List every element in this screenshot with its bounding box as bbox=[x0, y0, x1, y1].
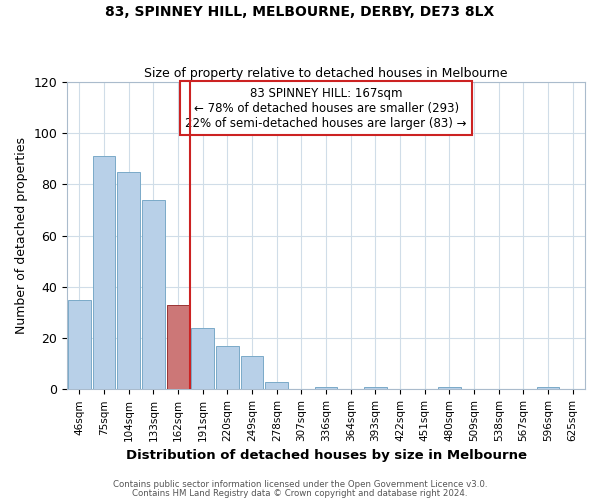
Text: Contains HM Land Registry data © Crown copyright and database right 2024.: Contains HM Land Registry data © Crown c… bbox=[132, 488, 468, 498]
Bar bbox=[265, 382, 288, 390]
Bar bbox=[438, 387, 461, 390]
Bar bbox=[167, 305, 190, 390]
Bar bbox=[216, 346, 239, 390]
Bar bbox=[118, 172, 140, 390]
Text: 83, SPINNEY HILL, MELBOURNE, DERBY, DE73 8LX: 83, SPINNEY HILL, MELBOURNE, DERBY, DE73… bbox=[106, 5, 494, 19]
Bar bbox=[241, 356, 263, 390]
Title: Size of property relative to detached houses in Melbourne: Size of property relative to detached ho… bbox=[145, 66, 508, 80]
Bar bbox=[142, 200, 165, 390]
Text: Contains public sector information licensed under the Open Government Licence v3: Contains public sector information licen… bbox=[113, 480, 487, 489]
Bar bbox=[536, 387, 559, 390]
Bar bbox=[315, 387, 337, 390]
Bar bbox=[364, 387, 387, 390]
Bar bbox=[93, 156, 115, 390]
Text: 83 SPINNEY HILL: 167sqm
← 78% of detached houses are smaller (293)
22% of semi-d: 83 SPINNEY HILL: 167sqm ← 78% of detache… bbox=[185, 86, 467, 130]
X-axis label: Distribution of detached houses by size in Melbourne: Distribution of detached houses by size … bbox=[125, 450, 527, 462]
Bar bbox=[68, 300, 91, 390]
Y-axis label: Number of detached properties: Number of detached properties bbox=[15, 137, 28, 334]
Bar bbox=[191, 328, 214, 390]
